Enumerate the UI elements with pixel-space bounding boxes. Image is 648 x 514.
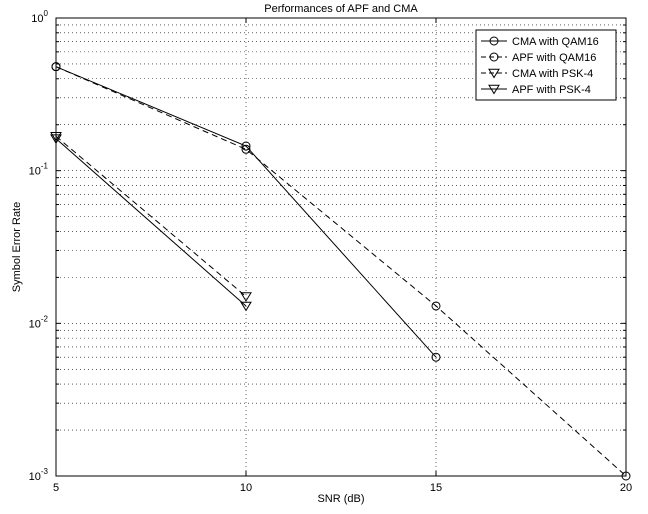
legend-entry: CMA with QAM16 [481,36,599,48]
series-line [55,66,437,358]
x-tick-label: 15 [430,482,442,494]
y-tick-label: 10-3 [29,467,49,483]
series-2 [50,132,252,302]
series-line [55,135,247,297]
axis-ticks: 5 10 15 20 10-3 10-2 10-1 100 [29,9,633,494]
series-0 [51,62,441,362]
legend-marker [489,36,499,46]
data-point [51,62,61,72]
grid [56,18,626,476]
x-tick-label: 20 [620,482,632,494]
legend-entry: APF with PSK-4 [481,84,591,96]
chart-title: Performances of APF and CMA [264,3,418,15]
x-tick-label: 10 [240,482,252,494]
data-point [621,471,631,481]
series-line [55,138,247,307]
legend-marker [488,84,500,95]
series [50,62,631,481]
series-line [55,66,627,477]
y-tick-label: 100 [31,9,48,25]
data-point [241,144,251,154]
data-point [431,301,441,311]
legend-label: APF with PSK-4 [512,84,591,96]
data-point [240,292,252,302]
data-point [50,132,62,142]
legend-marker [489,52,499,62]
x-tick-label: 5 [53,482,59,494]
legend-label: APF with QAM16 [512,52,596,64]
data-point [241,141,251,151]
plot-frame [55,17,627,477]
series-1 [51,62,631,481]
data-point [431,352,441,362]
legend-marker [488,68,500,79]
data-point [240,301,252,312]
y-tick-label: 10-1 [29,162,49,178]
legend-entry: APF with QAM16 [481,52,596,64]
legend-box [475,29,617,101]
data-point [50,134,62,145]
legend: CMA with QAM16 APF with QAM16 CMA with PSK… [475,29,617,101]
x-axis-label: SNR (dB) [317,493,364,505]
legend-entry: CMA with PSK-4 [481,68,593,80]
legend-label: CMA with PSK-4 [512,68,593,80]
series-3 [50,134,252,312]
y-axis-label: Symbol Error Rate [11,202,23,292]
legend-label: CMA with QAM16 [512,36,599,48]
y-tick-label: 10-2 [29,314,49,330]
